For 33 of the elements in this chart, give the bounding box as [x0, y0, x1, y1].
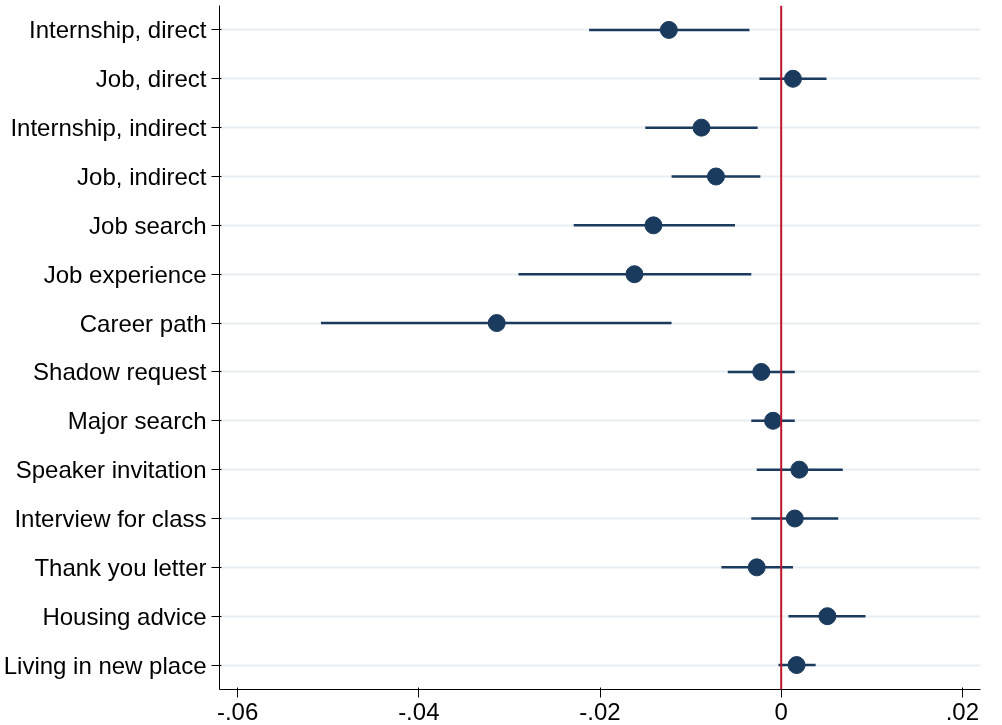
x-tick-label: -.06	[216, 697, 259, 725]
point	[692, 118, 711, 137]
x-tick-label: -.02	[579, 697, 621, 725]
point	[764, 411, 783, 430]
y-tick-label: Thank you letter	[34, 553, 207, 581]
point	[644, 216, 663, 235]
y-tick-label: Interview for class	[14, 505, 207, 532]
point	[487, 314, 506, 333]
y-tick-label: Internship, indirect	[10, 114, 207, 142]
point	[706, 167, 725, 186]
point	[752, 362, 771, 381]
y-tick-label: Job search	[89, 211, 207, 239]
y-tick-label: Shadow request	[33, 358, 207, 386]
point	[783, 69, 802, 88]
point	[659, 20, 678, 39]
point	[818, 607, 837, 626]
point	[625, 265, 644, 284]
point	[785, 509, 804, 528]
y-tick-label: Living in new place	[3, 651, 207, 679]
y-tick-label: Job, indirect	[77, 163, 207, 190]
point	[790, 460, 809, 479]
y-tick-label: Internship, direct	[29, 16, 207, 44]
y-tick-label: Housing advice	[42, 602, 207, 630]
x-tick-label: .02	[945, 697, 980, 725]
y-tick-label: Job experience	[43, 260, 207, 288]
point	[747, 558, 766, 577]
point	[787, 656, 806, 675]
x-tick-label: -.04	[398, 697, 440, 725]
x-tick-label: 0	[774, 697, 788, 725]
y-tick-label: Speaker invitation	[15, 456, 207, 484]
y-tick-label: Job, direct	[95, 65, 207, 93]
y-tick-label: Major search	[67, 407, 207, 435]
y-tick-label: Career path	[79, 309, 207, 337]
